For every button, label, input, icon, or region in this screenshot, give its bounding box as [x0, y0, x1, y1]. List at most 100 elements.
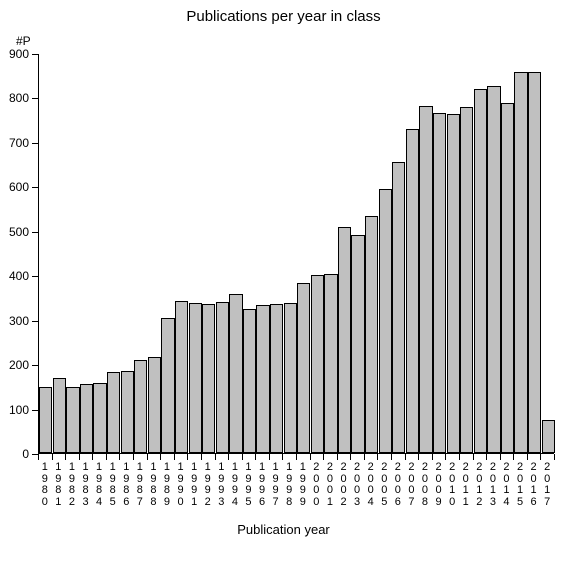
y-tick-label: 600	[0, 180, 29, 194]
x-tick	[337, 454, 338, 460]
x-axis-label: Publication year	[0, 522, 567, 537]
x-tick-label: 1 9 8 9	[160, 462, 174, 508]
bar	[80, 384, 93, 453]
x-tick	[377, 454, 378, 460]
x-tick	[350, 454, 351, 460]
x-tick-label: 1 9 8 1	[52, 462, 66, 508]
bar	[406, 129, 419, 453]
x-tick	[187, 454, 188, 460]
bar	[528, 72, 541, 453]
x-tick	[364, 454, 365, 460]
bar	[148, 357, 161, 453]
bar	[501, 103, 514, 453]
x-tick	[445, 454, 446, 460]
bar	[243, 309, 256, 453]
y-tick-label: 500	[0, 225, 29, 239]
x-tick-label: 2 0 0 1	[323, 462, 337, 508]
x-tick-label: 1 9 9 3	[215, 462, 229, 508]
y-tick	[32, 187, 38, 188]
bar	[161, 318, 174, 453]
bar	[107, 372, 120, 453]
bar	[433, 113, 446, 453]
y-tick-label: 200	[0, 358, 29, 372]
x-tick	[160, 454, 161, 460]
x-tick	[282, 454, 283, 460]
y-unit-label: #P	[16, 34, 31, 48]
x-tick-label: 2 0 0 5	[377, 462, 391, 508]
x-tick-label: 2 0 1 6	[527, 462, 541, 508]
y-tick	[32, 410, 38, 411]
y-tick	[32, 98, 38, 99]
x-tick	[296, 454, 297, 460]
x-tick	[432, 454, 433, 460]
x-tick-label: 1 9 9 5	[242, 462, 256, 508]
x-tick-label: 2 0 0 4	[364, 462, 378, 508]
x-tick-label: 2 0 0 2	[337, 462, 351, 508]
x-tick	[201, 454, 202, 460]
y-tick-label: 0	[0, 447, 29, 461]
x-tick-label: 1 9 9 9	[296, 462, 310, 508]
bar	[351, 235, 364, 453]
x-tick	[513, 454, 514, 460]
bar	[474, 89, 487, 453]
bar	[514, 72, 527, 453]
x-tick-label: 2 0 1 5	[513, 462, 527, 508]
x-tick-label: 1 9 9 6	[255, 462, 269, 508]
y-tick	[32, 143, 38, 144]
x-tick-label: 2 0 0 9	[432, 462, 446, 508]
x-tick	[459, 454, 460, 460]
x-tick-label: 1 9 9 1	[187, 462, 201, 508]
x-tick	[527, 454, 528, 460]
x-tick	[52, 454, 53, 460]
x-tick	[473, 454, 474, 460]
x-tick	[133, 454, 134, 460]
x-tick	[310, 454, 311, 460]
x-tick	[486, 454, 487, 460]
x-tick-label: 2 0 1 7	[540, 462, 554, 508]
x-tick-label: 1 9 9 8	[282, 462, 296, 508]
chart-container: Publications per year in class #P Public…	[0, 0, 567, 567]
bar	[460, 107, 473, 453]
x-tick	[228, 454, 229, 460]
x-tick-label: 1 9 8 3	[79, 462, 93, 508]
bar	[542, 420, 555, 453]
x-tick-label: 1 9 8 0	[38, 462, 52, 508]
x-tick-label: 1 9 9 7	[269, 462, 283, 508]
x-tick	[405, 454, 406, 460]
bar	[365, 216, 378, 453]
y-tick	[32, 365, 38, 366]
x-tick	[38, 454, 39, 460]
x-tick	[106, 454, 107, 460]
x-tick-label: 1 9 9 4	[228, 462, 242, 508]
x-tick-label: 1 9 8 2	[65, 462, 79, 508]
bar	[379, 189, 392, 453]
bar	[134, 360, 147, 453]
bar	[447, 114, 460, 453]
y-tick-label: 300	[0, 314, 29, 328]
x-tick	[147, 454, 148, 460]
x-tick-label: 1 9 8 6	[119, 462, 133, 508]
bar	[53, 378, 66, 453]
bar	[487, 86, 500, 453]
bar	[419, 106, 432, 453]
x-tick-label: 2 0 1 2	[473, 462, 487, 508]
x-tick-label: 2 0 0 6	[391, 462, 405, 508]
x-tick	[92, 454, 93, 460]
x-tick	[215, 454, 216, 460]
x-tick-label: 1 9 8 7	[133, 462, 147, 508]
plot-area	[38, 54, 554, 454]
y-tick	[32, 54, 38, 55]
bar	[39, 387, 52, 453]
bar	[392, 162, 405, 453]
y-tick-label: 900	[0, 47, 29, 61]
x-tick-label: 1 9 8 4	[92, 462, 106, 508]
x-tick	[500, 454, 501, 460]
bar	[270, 304, 283, 453]
x-tick	[119, 454, 120, 460]
bar	[121, 371, 134, 453]
x-tick-label: 2 0 1 3	[486, 462, 500, 508]
x-tick	[269, 454, 270, 460]
x-tick	[242, 454, 243, 460]
x-tick	[255, 454, 256, 460]
x-tick-label: 2 0 1 4	[500, 462, 514, 508]
